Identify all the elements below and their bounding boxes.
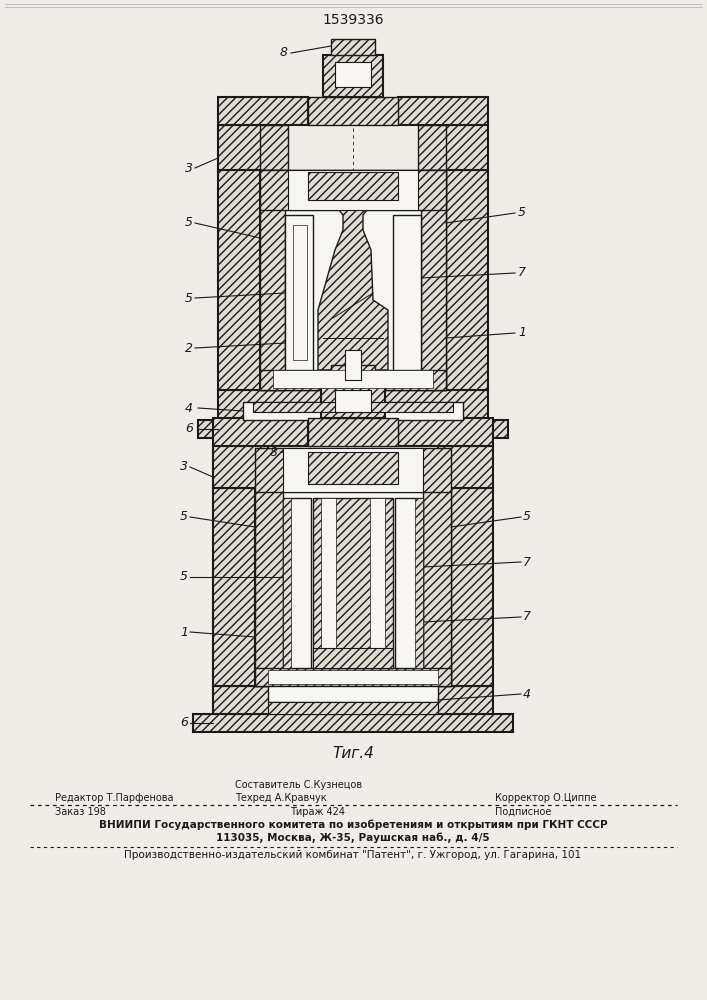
Polygon shape <box>318 190 388 370</box>
Bar <box>335 62 371 87</box>
Text: Заказ 198: Заказ 198 <box>55 807 106 817</box>
Bar <box>255 668 451 686</box>
Bar <box>213 488 255 686</box>
Bar <box>451 488 493 686</box>
Bar <box>308 418 398 446</box>
Bar <box>421 170 446 390</box>
Text: ВНИИПИ Государственного комитета по изобретениям и открытиям при ГКНТ СССР: ВНИИПИ Государственного комитета по изоб… <box>99 820 607 830</box>
Bar <box>255 488 283 686</box>
Text: 2: 2 <box>185 342 193 355</box>
Bar <box>393 215 421 370</box>
Bar <box>198 420 508 438</box>
Bar <box>218 125 278 170</box>
Bar <box>370 498 385 668</box>
Text: 5: 5 <box>518 207 526 220</box>
Bar <box>335 390 371 412</box>
Bar <box>283 498 291 668</box>
Bar <box>288 170 418 210</box>
Bar <box>273 370 433 388</box>
Bar <box>213 686 493 714</box>
Bar <box>313 648 393 668</box>
Text: 8: 8 <box>280 46 288 60</box>
Text: Τиг.3: Τиг.3 <box>332 452 374 468</box>
Bar <box>321 380 385 418</box>
Text: Составитель С.Кузнецов: Составитель С.Кузнецов <box>235 780 362 790</box>
Text: Техред А.Кравчук: Техред А.Кравчук <box>235 793 327 803</box>
Text: Τиг.4: Τиг.4 <box>332 746 374 762</box>
Bar <box>345 350 361 380</box>
Text: Тираж 424: Тираж 424 <box>290 807 345 817</box>
Text: Производственно-издательский комбинат "Патент", г. Ужгород, ул. Гагарина, 101: Производственно-издательский комбинат "П… <box>124 850 582 860</box>
Bar <box>255 448 451 492</box>
Text: 3: 3 <box>185 161 193 174</box>
Text: 5: 5 <box>180 570 188 584</box>
Bar <box>446 170 488 390</box>
Text: 8: 8 <box>270 446 278 458</box>
Bar <box>308 97 398 125</box>
Bar <box>260 170 446 390</box>
Bar <box>415 498 423 668</box>
Text: Редактор Т.Парфенова: Редактор Т.Парфенова <box>55 793 173 803</box>
Bar <box>255 488 451 686</box>
Text: 7: 7 <box>523 556 531 568</box>
Bar <box>285 215 313 370</box>
Bar <box>398 418 493 446</box>
Bar <box>260 370 446 390</box>
Bar <box>428 125 488 170</box>
Bar <box>331 365 375 380</box>
Bar <box>398 97 488 125</box>
Bar <box>323 55 383 97</box>
Text: 3: 3 <box>180 460 188 474</box>
Bar <box>438 446 493 488</box>
Bar <box>268 686 438 702</box>
Bar <box>218 170 260 390</box>
Bar <box>268 702 438 714</box>
Text: 4: 4 <box>185 401 193 414</box>
Bar <box>218 390 488 420</box>
Bar <box>308 172 398 200</box>
Bar <box>253 402 453 412</box>
Text: 4: 4 <box>523 688 531 700</box>
Text: 1: 1 <box>518 326 526 340</box>
Bar <box>331 39 375 55</box>
Text: 6: 6 <box>185 422 193 436</box>
Text: Корректор О.Циппе: Корректор О.Циппе <box>495 793 597 803</box>
Text: 5: 5 <box>523 510 531 524</box>
Bar <box>321 498 336 668</box>
Text: 5: 5 <box>180 510 188 524</box>
Bar <box>260 170 446 210</box>
Text: 7: 7 <box>518 266 526 279</box>
Text: 113035, Москва, Ж-35, Раушская наб., д. 4/5: 113035, Москва, Ж-35, Раушская наб., д. … <box>216 832 490 843</box>
Bar <box>308 452 398 484</box>
Bar <box>213 446 268 488</box>
Bar <box>213 418 308 446</box>
Text: Подписное: Подписное <box>495 807 551 817</box>
Text: 7: 7 <box>523 610 531 624</box>
Bar <box>283 448 423 492</box>
Bar <box>268 670 438 684</box>
Text: 1: 1 <box>180 626 188 639</box>
Bar <box>313 498 393 668</box>
Bar <box>260 125 288 170</box>
Bar <box>193 714 513 732</box>
Bar <box>283 498 311 668</box>
Bar <box>260 170 285 390</box>
Text: 1539336: 1539336 <box>322 13 384 27</box>
Text: 5: 5 <box>185 217 193 230</box>
Bar <box>418 125 446 170</box>
Text: 5: 5 <box>185 292 193 304</box>
Bar <box>395 498 423 668</box>
Bar <box>293 225 307 360</box>
Bar <box>243 402 463 420</box>
Bar <box>218 97 308 125</box>
Bar <box>423 488 451 686</box>
Text: 6: 6 <box>180 716 188 730</box>
